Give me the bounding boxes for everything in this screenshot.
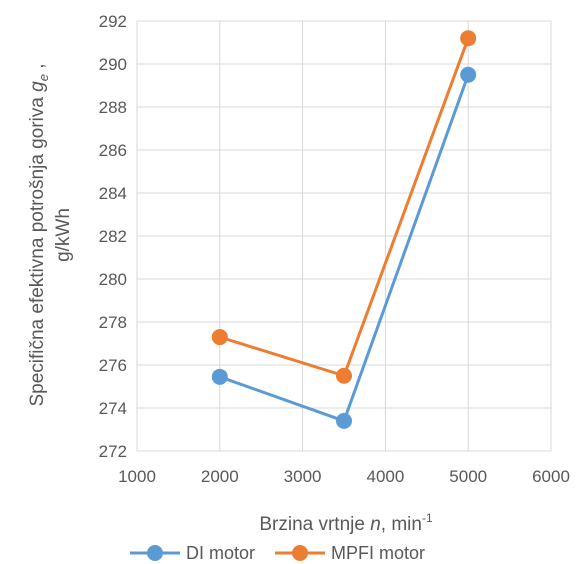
legend-item-mpfi-motor: MPFI motor — [275, 543, 425, 563]
y-tick-label: 290 — [99, 55, 127, 74]
data-point-mpfi-motor — [336, 367, 352, 384]
y-axis-title-line1: Specifična efektivna potrošnja goriva ge… — [27, 63, 51, 406]
y-tick-label: 286 — [99, 141, 127, 160]
legend-marker — [292, 545, 309, 561]
legend-label: DI motor — [186, 543, 255, 563]
data-point-di-motor — [211, 368, 228, 385]
y-axis-ticks: 272 274 276 278 280 282 284 286 288 290 292 — [99, 12, 127, 461]
x-tick-label: 3000 — [284, 467, 322, 486]
y-tick-label: 274 — [99, 399, 127, 418]
y-tick-label: 276 — [99, 356, 127, 375]
series-di-motor — [211, 66, 477, 429]
x-axis-title-prefix: Brzina vrtnje — [259, 514, 370, 535]
x-tick-label: 1000 — [118, 467, 156, 486]
data-point-mpfi-motor — [211, 329, 228, 346]
data-point-mpfi-motor — [460, 30, 477, 47]
x-axis-title: Brzina vrtnje n, min-1 — [259, 511, 433, 535]
y-tick-label: 282 — [99, 227, 127, 246]
legend: DI motor MPFI motor — [130, 543, 425, 563]
x-tick-label: 2000 — [201, 467, 239, 486]
legend-marker — [147, 545, 163, 561]
legend-label: MPFI motor — [331, 543, 425, 563]
y-tick-label: 278 — [99, 313, 127, 332]
y-axis-title-variable: g — [27, 81, 48, 92]
x-tick-label: 6000 — [532, 467, 570, 486]
y-tick-label: 284 — [99, 184, 127, 203]
x-axis-title-exponent: -1 — [422, 511, 433, 525]
y-tick-label: 288 — [99, 98, 127, 117]
y-tick-label: 272 — [99, 442, 127, 461]
x-axis-title-variable: n — [370, 514, 381, 535]
grid — [136, 20, 552, 452]
series-mpfi-motor — [211, 30, 477, 384]
legend-item-di-motor: DI motor — [130, 543, 255, 563]
x-tick-label: 5000 — [449, 467, 487, 486]
y-axis-title-subscript: e — [36, 74, 51, 81]
y-axis-title: Specifična efektivna potrošnja goriva ge… — [27, 63, 74, 406]
y-axis-title-comma: , — [27, 63, 48, 74]
x-tick-label: 4000 — [366, 467, 404, 486]
y-axis-title-line2: g/kWh — [53, 208, 74, 262]
x-axis-title-unit: , min — [381, 514, 422, 535]
y-axis-title-text: Specifična efektivna potrošnja goriva — [27, 92, 48, 407]
y-tick-label: 280 — [99, 270, 127, 289]
x-axis-ticks: 1000 2000 3000 4000 5000 6000 — [118, 467, 570, 486]
series-layer — [211, 30, 477, 429]
data-point-di-motor — [460, 66, 477, 83]
series-line-mpfi-motor — [219, 37, 470, 378]
data-point-di-motor — [336, 412, 352, 429]
y-tick-label: 292 — [99, 12, 127, 31]
